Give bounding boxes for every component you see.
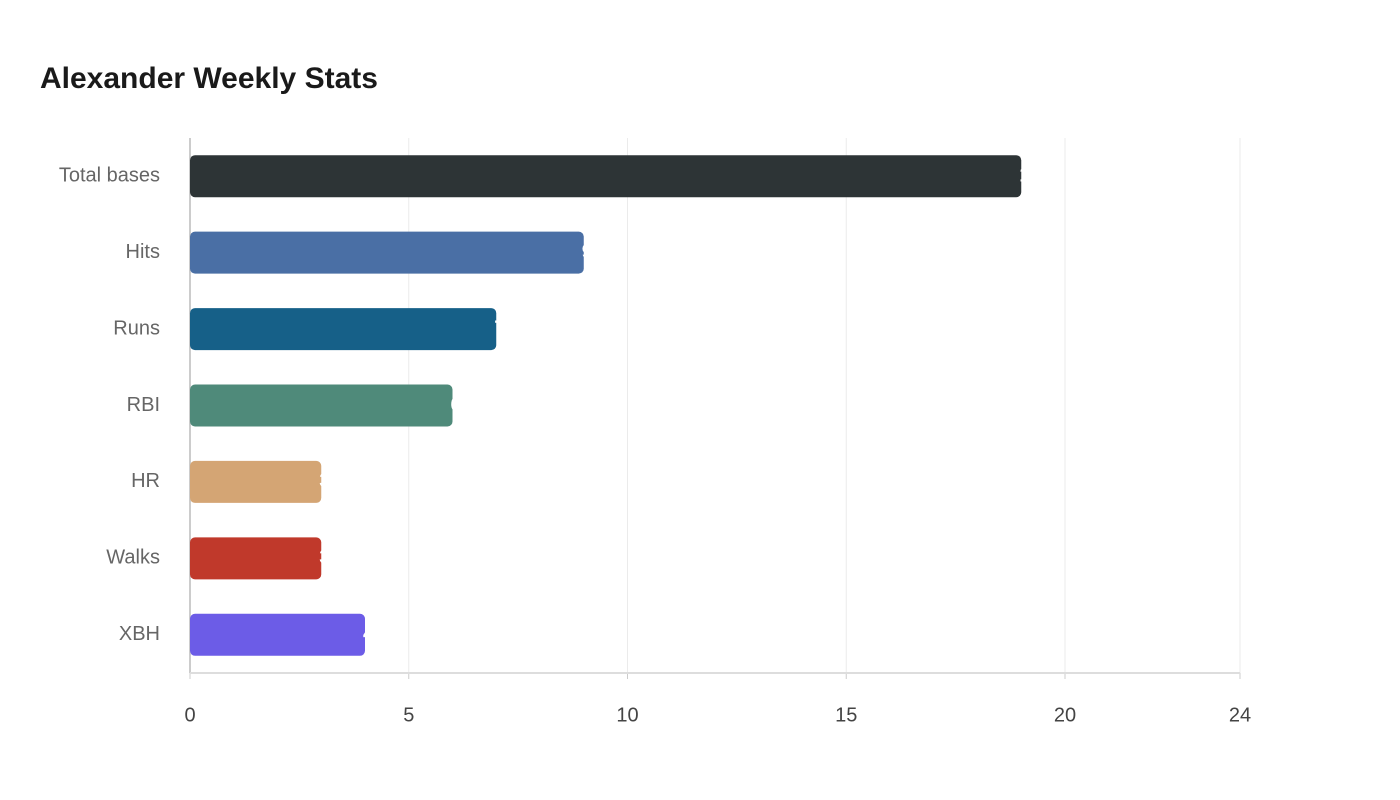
data-label: 6 (451, 394, 462, 416)
data-label: 7 (494, 317, 505, 339)
y-tick-label: XBH (119, 623, 160, 645)
data-label: 9 (582, 241, 593, 263)
y-tick-label: RBI (127, 394, 160, 416)
bar (190, 613, 365, 656)
bar (190, 460, 322, 503)
y-tick-label: Hits (126, 241, 160, 263)
bar (190, 537, 322, 580)
bar (190, 155, 1022, 198)
y-tick-label: Total bases (59, 164, 160, 186)
y-tick-label: HR (131, 470, 160, 492)
x-tick-label: 15 (835, 704, 857, 726)
x-tick-label: 5 (403, 704, 414, 726)
bar (190, 308, 497, 351)
bar (190, 231, 584, 274)
x-tick-label: 0 (184, 704, 195, 726)
y-tick-label: Runs (113, 317, 160, 339)
data-label: 3 (319, 547, 330, 569)
data-label: 19 (1019, 164, 1041, 186)
x-tick-label: 24 (1229, 704, 1251, 726)
x-tick-label: 10 (616, 704, 638, 726)
data-label: 3 (319, 470, 330, 492)
y-tick-label: Walks (106, 547, 160, 569)
chart-title: Alexander Weekly Stats (40, 62, 378, 95)
bar (190, 384, 453, 427)
data-label: 4 (363, 623, 375, 645)
x-tick-label: 20 (1054, 704, 1076, 726)
